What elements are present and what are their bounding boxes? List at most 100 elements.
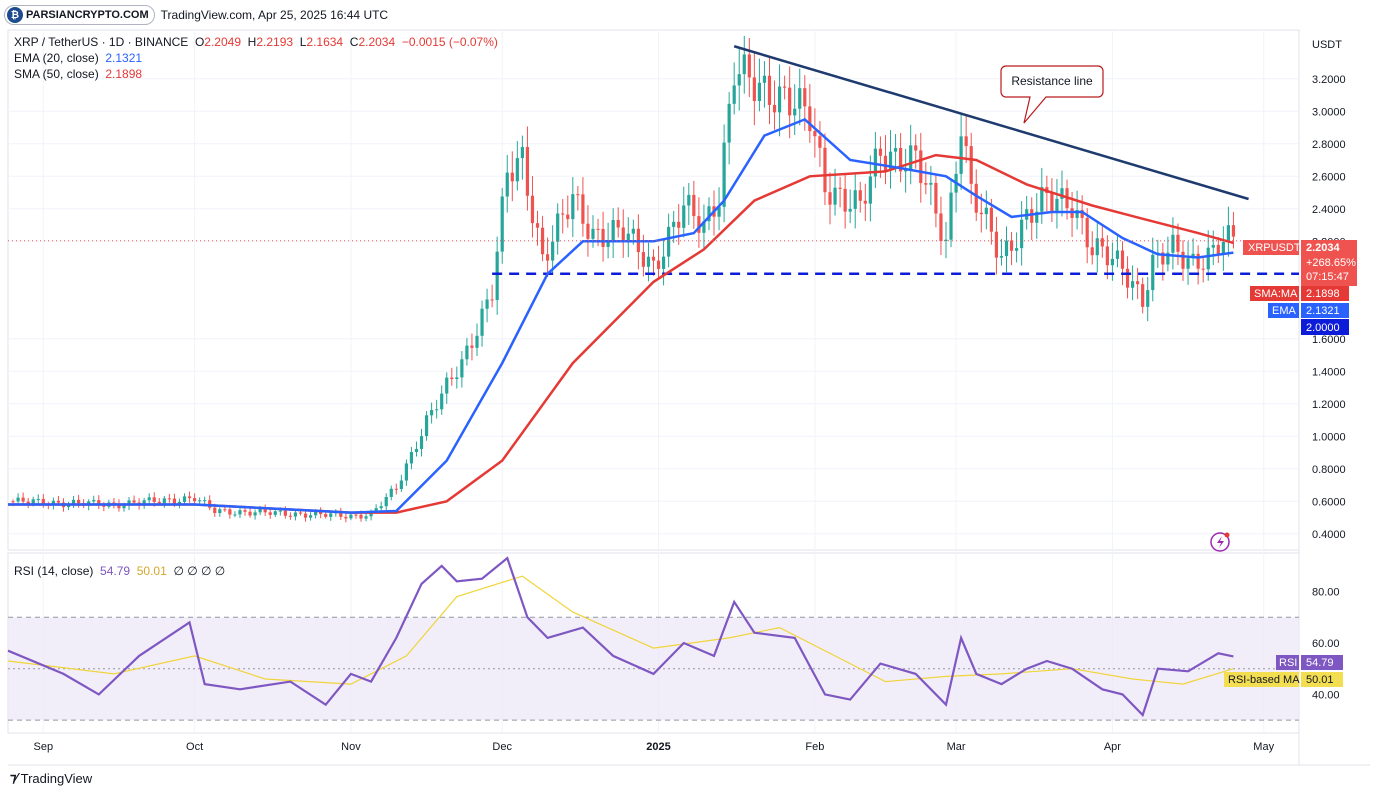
time-tick-label: Dec (492, 741, 512, 753)
candle-body (480, 308, 484, 336)
candle-body (1151, 254, 1155, 291)
candle-body (540, 227, 545, 255)
candle-body (974, 183, 978, 213)
candle-body (490, 299, 494, 301)
candle-body (999, 256, 1004, 258)
candle-body (566, 214, 570, 220)
candle-body (909, 145, 913, 170)
time-tick-label: Oct (186, 741, 203, 753)
candle-body (535, 223, 540, 228)
candle-body (742, 54, 746, 75)
candle-body (374, 508, 378, 512)
candle-body (924, 183, 928, 185)
candle-body (157, 501, 161, 504)
sma-legend[interactable]: SMA (50, close) 2.1898 (14, 66, 142, 82)
price-tick-label: 0.4000 (1312, 529, 1346, 541)
candle-body (389, 488, 393, 497)
candle-body (939, 213, 943, 241)
site-logo[interactable]: ₿ PARSIANCRYPTO.COM (4, 5, 155, 25)
candle-body (888, 151, 893, 171)
ema-tag-value: 2.1321 (1306, 305, 1340, 317)
rsi-value-tag: RSI 54.79 (1276, 655, 1343, 670)
candle-body (798, 88, 802, 109)
candle-body (1141, 284, 1145, 307)
price-axis-unit: USDT (1312, 39, 1342, 51)
candle-body (672, 221, 676, 227)
candle-body (949, 192, 953, 240)
candle-body (319, 511, 323, 515)
candle-body (863, 200, 867, 204)
time-axis[interactable]: Sep Oct Nov Dec 2025 Feb Mar Apr May (34, 741, 1275, 753)
candle-body (1075, 210, 1079, 218)
candle-body (793, 108, 797, 116)
candle-body (430, 410, 434, 416)
candle-body (702, 221, 706, 233)
candle-body (878, 148, 883, 156)
candle-body (369, 511, 373, 517)
ema-tag: EMA 2.1321 (1268, 303, 1349, 318)
candle-body (833, 187, 837, 205)
candle-body (1176, 234, 1180, 252)
candle-body (354, 514, 358, 516)
candle-body (399, 480, 403, 490)
candle-body (692, 194, 696, 217)
ema-legend[interactable]: EMA (20, close) 2.1321 (14, 50, 142, 66)
price-pane[interactable] (7, 29, 1300, 551)
candle-body (1120, 250, 1125, 269)
candle-body (21, 497, 25, 502)
lightning-icon[interactable] (1210, 532, 1230, 552)
tradingview-brand[interactable]: ⁊⁄ TradingView (10, 770, 92, 786)
candle-body (122, 505, 126, 509)
sma-tag: SMA:MA 2.1898 (1250, 286, 1349, 301)
countdown: 07:15:47 (1306, 271, 1349, 283)
ohlc-legend[interactable]: XRP / TetherUS · 1D · BINANCE O2.2049 H2… (14, 34, 498, 50)
candle-body (707, 206, 711, 222)
candle-body (414, 448, 419, 453)
candle-body (460, 359, 464, 378)
level-tag-value: 2.0000 (1306, 322, 1340, 334)
rsi-ma-tag: RSI-based MA 50.01 (1224, 672, 1343, 687)
candle-body (1221, 241, 1225, 255)
candle-body (228, 509, 232, 515)
candle-body (848, 208, 852, 212)
price-tick-label: 2.4000 (1312, 204, 1346, 216)
candle-body (667, 226, 671, 257)
ema-legend-label: EMA (20, close) (14, 51, 99, 65)
price-tick-label: 2.8000 (1312, 139, 1346, 151)
candle-body (722, 142, 726, 207)
resistance-callout[interactable]: Resistance line (1000, 65, 1104, 124)
candle-body (26, 501, 30, 504)
candle-body (182, 496, 187, 502)
change-value: −0.0015 (−0.07%) (401, 35, 498, 49)
candle-body (626, 233, 630, 242)
candle-body (1050, 193, 1054, 212)
candle-body (147, 497, 151, 501)
candle-body (515, 158, 519, 182)
candle-body (213, 507, 217, 514)
rsi-tick-label: 80.00 (1312, 587, 1340, 599)
candle-body (727, 103, 731, 143)
candle-body (1055, 198, 1059, 212)
sma-tag-value: 2.1898 (1306, 288, 1340, 300)
price-tick-label: 1.2000 (1312, 399, 1346, 411)
candle-body (1206, 247, 1210, 270)
rsi-legend[interactable]: RSI (14, close) 54.79 50.01 ∅ ∅ ∅ ∅ (14, 563, 225, 579)
candle-body (959, 136, 963, 174)
candle-body (1181, 251, 1185, 269)
candle-body (102, 505, 106, 507)
candle-body (31, 499, 35, 504)
candle-body (1211, 244, 1215, 248)
price-tick-label: 3.2000 (1312, 74, 1346, 86)
candle-body (556, 213, 560, 242)
symbol-tag: XRPUSDT (1248, 242, 1301, 254)
rsi-axis[interactable]: 80.00 60.00 40.00 (1312, 587, 1340, 702)
candle-body (364, 516, 368, 519)
candle-body (828, 192, 832, 205)
candle-body (203, 500, 207, 502)
candle-body (1196, 253, 1200, 269)
price-axis[interactable]: 3.20003.00002.80002.60002.40002.20001.60… (1312, 74, 1346, 541)
candle-body (737, 74, 741, 86)
candle-body (127, 500, 131, 506)
candle-body (238, 510, 242, 515)
